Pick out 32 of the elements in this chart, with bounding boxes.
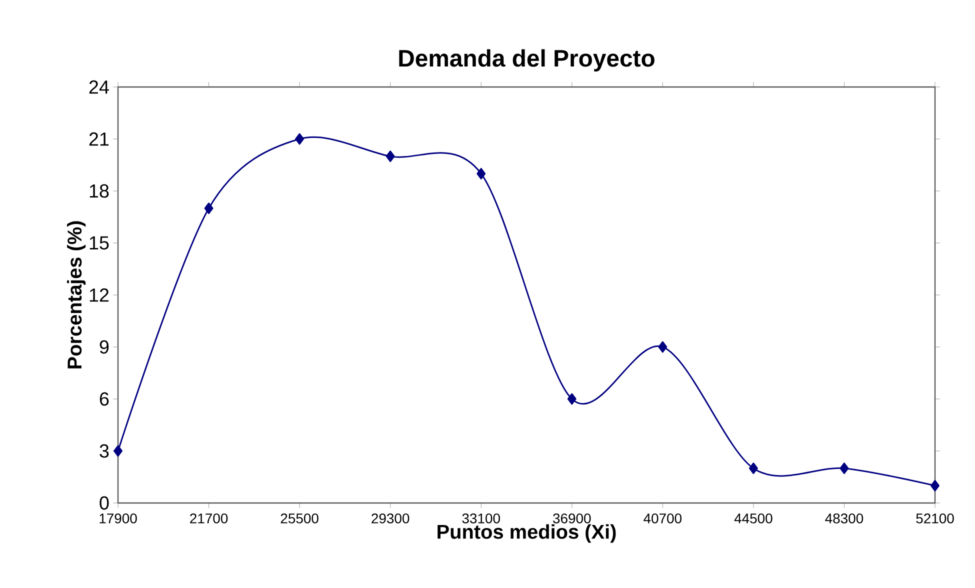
point (567, 393, 576, 405)
y-tick-label: 9 (100, 340, 109, 354)
point (840, 462, 849, 474)
chart-title: Demanda del Proyecto (399, 49, 654, 72)
x-tick-label: 36900 (553, 513, 591, 524)
x-tick-label: 25500 (280, 513, 318, 524)
y-tick-label: 0 (100, 496, 109, 510)
x-tick-label: 48300 (825, 513, 864, 524)
x-tick-label: 52100 (916, 513, 954, 524)
point (204, 202, 214, 214)
y-tick-label: 3 (100, 444, 109, 458)
x-tick-label: 33100 (462, 513, 500, 524)
point (295, 133, 304, 145)
y-tick-label: 18 (90, 184, 109, 198)
x-tick-label: 17900 (100, 513, 137, 524)
y-tick-label: 21 (89, 132, 109, 146)
x-tick-label: 40700 (644, 513, 682, 524)
point (658, 341, 668, 353)
y-tick-label: 15 (90, 236, 109, 250)
point (748, 462, 758, 474)
y-tick-label: 12 (90, 288, 109, 302)
point (476, 168, 486, 180)
point (930, 480, 940, 492)
x-tick-label: 44500 (734, 513, 772, 524)
y-tick-label: 24 (89, 80, 109, 94)
y-tick-label: 6 (100, 392, 109, 406)
x-tick-label: 21700 (190, 513, 228, 524)
point (386, 150, 395, 162)
x-axis-title: Puntos medios (Xi) (438, 524, 616, 543)
y-axis-title: Porcentajes (%) (67, 221, 86, 368)
x-tick-label: 29300 (372, 513, 410, 524)
point (114, 445, 123, 457)
